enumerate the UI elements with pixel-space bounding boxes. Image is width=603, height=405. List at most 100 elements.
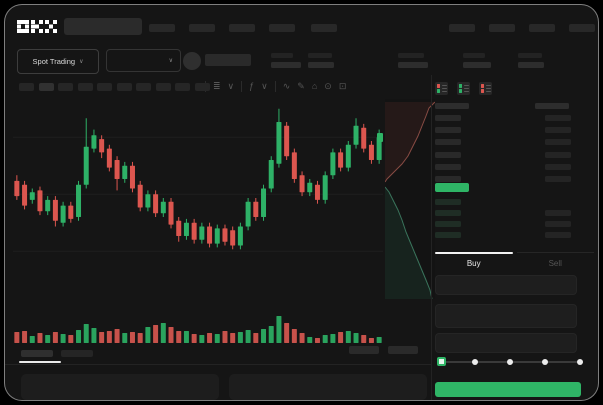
nav-item-placeholder[interactable]: [229, 24, 255, 32]
slider-stop-dot[interactable]: [472, 359, 478, 365]
amount-input[interactable]: [435, 304, 577, 328]
chevron-down-icon[interactable]: ∨: [261, 81, 268, 91]
orderbook-icon-bars: [437, 84, 440, 93]
tab-buy[interactable]: Buy: [433, 252, 515, 274]
tab-buy-label: Buy: [466, 258, 481, 268]
nav-right-item-placeholder[interactable]: [489, 24, 515, 32]
ask-amount-placeholder: [545, 139, 571, 146]
orderbook-header-price: [435, 103, 469, 109]
ask-price-placeholder: [435, 115, 461, 121]
bid-price-placeholder: [435, 199, 461, 205]
ask-price-placeholder: [435, 163, 461, 170]
nav-item-placeholder[interactable]: [311, 24, 337, 32]
tab-sell[interactable]: Sell: [515, 252, 597, 274]
chart-bottom-tab-active[interactable]: [21, 350, 53, 357]
bid-price-placeholder: [435, 210, 461, 216]
timeframe-button[interactable]: [38, 83, 54, 91]
timeframe-button[interactable]: [97, 83, 112, 91]
search-bar[interactable]: [64, 18, 142, 35]
active-tab-indicator: [435, 252, 513, 254]
divider: [274, 80, 276, 92]
tab-sell-label: Sell: [548, 258, 562, 268]
timeframe-button[interactable]: [58, 83, 73, 91]
bid-amount-placeholder: [545, 221, 571, 227]
depth-chart[interactable]: [385, 99, 435, 299]
divider: [241, 80, 243, 92]
chart-bottom-tab[interactable]: [61, 350, 93, 357]
app-window: Spot Trading ∨ ∨ ≣ ∨ ƒ ∨ ∿ ✎ ⌂ ⊙ ⊡: [4, 4, 599, 401]
ticker-stat-label: [463, 53, 485, 58]
bid-amount-placeholder: [545, 232, 571, 238]
timeframe-button[interactable]: [194, 83, 210, 91]
divider: [431, 75, 432, 400]
trade-side-tabs: Buy Sell: [433, 252, 596, 274]
bid-price-placeholder: [435, 221, 461, 227]
ticker-stat-label: [518, 53, 542, 58]
volume-chart[interactable]: [13, 297, 383, 343]
ask-amount-placeholder: [545, 176, 571, 182]
orderbook-header-amount: [535, 103, 569, 109]
indicators-icon[interactable]: ƒ: [249, 81, 255, 91]
market-type-label: Spot Trading: [32, 57, 76, 66]
ask-price-placeholder: [435, 139, 461, 146]
ask-amount-placeholder: [545, 151, 571, 158]
orderbook-bids-view-icon[interactable]: [457, 82, 470, 95]
slider-stop-dot[interactable]: [542, 359, 548, 365]
timeframe-button[interactable]: [136, 83, 151, 91]
pair-selector[interactable]: ∨: [106, 49, 181, 72]
last-price-marker: [377, 133, 383, 142]
pair-name-placeholder: [205, 54, 251, 66]
nav-right-item-placeholder[interactable]: [529, 24, 555, 32]
nav-right-item-placeholder[interactable]: [449, 24, 475, 32]
nav-right-item-placeholder[interactable]: [569, 24, 595, 32]
timeframe-button[interactable]: [155, 83, 171, 91]
slider-stop-dot[interactable]: [507, 359, 513, 365]
ticker-stat-label: [271, 53, 293, 58]
candle-type-icon[interactable]: ≣: [213, 81, 221, 91]
ask-amount-placeholder: [545, 115, 571, 121]
orderbook-combined-view-icon[interactable]: [435, 82, 448, 95]
active-tab-underline: [19, 361, 61, 363]
tab-indicator: [516, 252, 594, 253]
orderbook-asks-view-icon[interactable]: [479, 82, 492, 95]
draw-tool-icon[interactable]: ✎: [297, 81, 305, 91]
ticker-stat-value: [518, 62, 544, 68]
timeframe-button[interactable]: [19, 83, 34, 91]
timeframe-button[interactable]: [77, 83, 93, 91]
nav-item-placeholder[interactable]: [269, 24, 295, 32]
ticker-stat-label: [398, 53, 424, 58]
coin-avatar: [183, 52, 201, 70]
divider: [5, 364, 431, 365]
price-input[interactable]: [435, 275, 577, 295]
chart-footer-placeholder: [349, 346, 379, 354]
chevron-down-icon[interactable]: ∨: [227, 81, 235, 91]
chart-tools: ≣ ∨ ƒ ∨ ∿ ✎ ⌂ ⊙ ⊡: [205, 77, 346, 95]
nav-item-placeholder[interactable]: [189, 24, 215, 32]
slider-handle[interactable]: [437, 357, 446, 366]
timeframe-button[interactable]: [116, 83, 132, 91]
total-input[interactable]: [435, 333, 577, 353]
ask-price-placeholder: [435, 127, 461, 134]
amount-percent-slider[interactable]: [437, 356, 587, 368]
buy-submit-button[interactable]: [435, 382, 581, 397]
chart-settings-icon[interactable]: ⊙: [324, 81, 332, 91]
line-tool-icon[interactable]: ∿: [282, 81, 291, 91]
market-type-selector[interactable]: Spot Trading ∨: [17, 49, 99, 74]
snapshot-icon[interactable]: ⌂: [311, 81, 318, 91]
candlestick-chart[interactable]: [13, 99, 383, 299]
orderbook-icon-lines: [442, 84, 447, 93]
ticker-stat-value: [308, 62, 334, 68]
nav-item-placeholder[interactable]: [149, 24, 175, 32]
fullscreen-icon[interactable]: ⊡: [338, 81, 347, 91]
okx-logo: [17, 20, 57, 33]
ask-amount-placeholder: [545, 163, 571, 170]
orderbook-last-price[interactable]: [435, 183, 469, 192]
slider-stop-dot[interactable]: [577, 359, 583, 365]
orderbook-icon-bars: [459, 84, 462, 93]
ticker-stat-label: [308, 53, 332, 58]
ask-price-placeholder: [435, 151, 461, 158]
timeframe-button[interactable]: [175, 83, 190, 91]
ask-amount-placeholder: [545, 127, 571, 134]
bottom-panel-left: [21, 374, 219, 400]
